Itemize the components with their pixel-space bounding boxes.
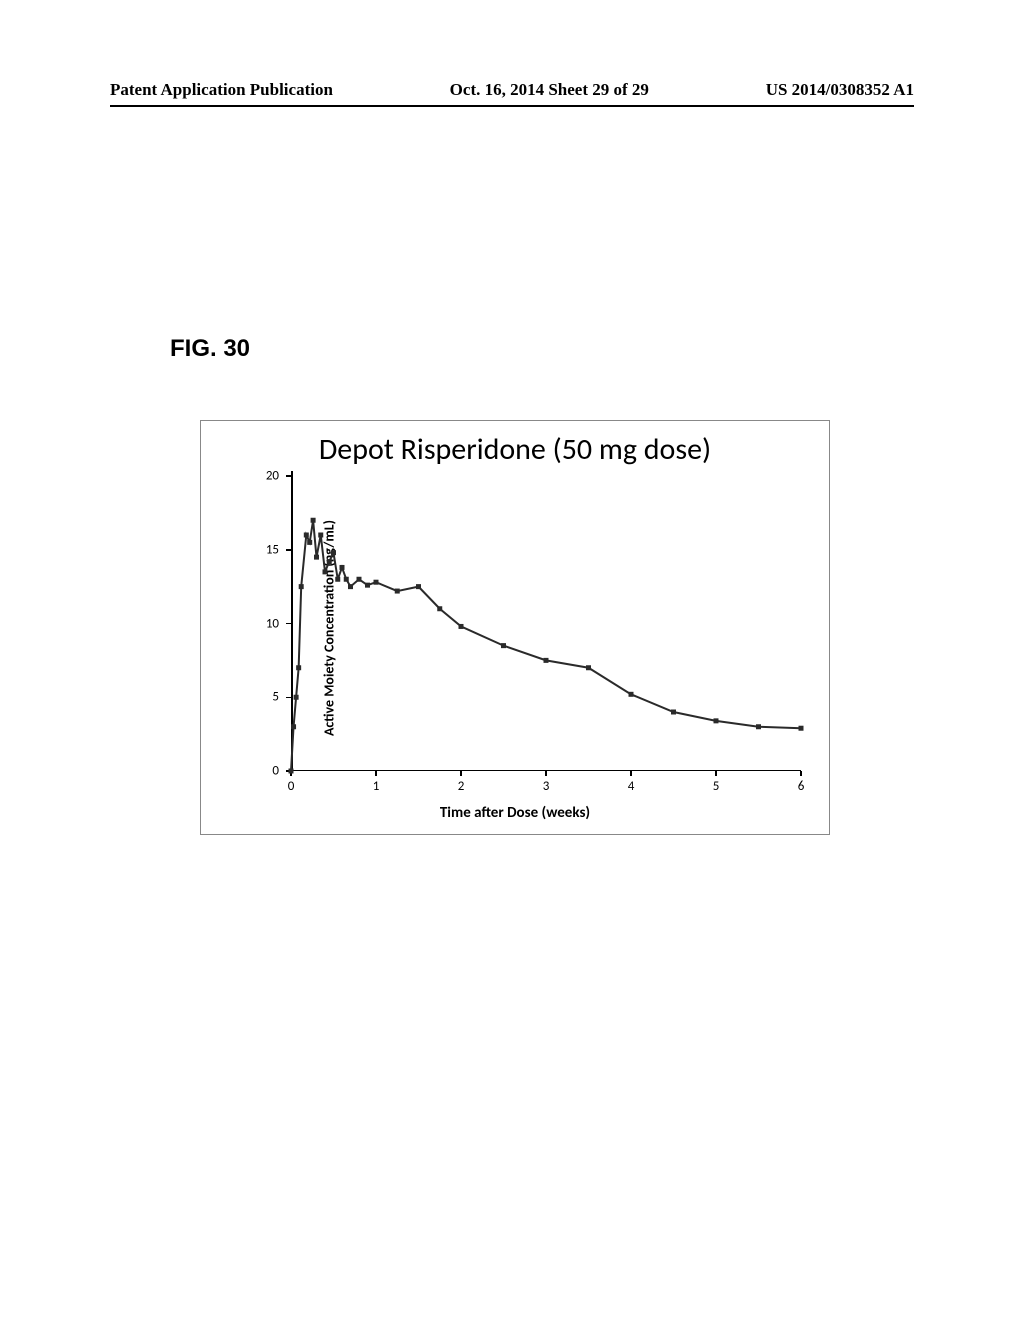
chart-marker	[629, 692, 634, 697]
chart-marker	[416, 584, 421, 589]
x-tick-label: 1	[373, 779, 380, 794]
chart-marker	[335, 577, 340, 582]
x-tick-label: 4	[628, 779, 635, 794]
chart-marker	[304, 533, 309, 538]
chart-marker	[437, 606, 442, 611]
x-tick-label: 2	[458, 779, 465, 794]
y-tick-label: 5	[272, 690, 279, 705]
chart-marker	[331, 550, 336, 555]
figure-label: FIG. 30	[170, 335, 250, 363]
header-divider	[110, 105, 914, 107]
chart-marker	[307, 540, 312, 545]
chart-marker	[289, 769, 294, 774]
chart-marker	[586, 665, 591, 670]
header-publication-label: Patent Application Publication	[110, 80, 333, 100]
chart-title: Depot Risperidone (50 mg dose)	[201, 431, 829, 468]
chart-marker	[314, 555, 319, 560]
x-tick-label: 5	[713, 779, 720, 794]
y-tick-label: 10	[266, 616, 279, 631]
chart-marker	[299, 584, 304, 589]
chart-marker	[544, 658, 549, 663]
x-tick-mark	[715, 771, 717, 776]
chart-container: Depot Risperidone (50 mg dose) Active Mo…	[200, 420, 830, 835]
chart-marker	[459, 624, 464, 629]
y-tick-label: 0	[272, 764, 279, 779]
chart-marker	[756, 724, 761, 729]
chart-marker	[294, 695, 299, 700]
chart-marker	[340, 565, 345, 570]
chart-marker	[357, 577, 362, 582]
chart-marker	[714, 718, 719, 723]
chart-marker	[318, 533, 323, 538]
y-tick-label: 20	[266, 469, 279, 484]
chart-marker	[348, 584, 353, 589]
chart-marker	[327, 559, 332, 564]
chart-marker	[291, 724, 296, 729]
x-tick-mark	[630, 771, 632, 776]
x-tick-label: 3	[543, 779, 550, 794]
chart-marker	[365, 583, 370, 588]
x-tick-mark	[545, 771, 547, 776]
chart-marker	[311, 518, 316, 523]
x-axis-label: Time after Dose (weeks)	[201, 804, 829, 822]
header-patent-number: US 2014/0308352 A1	[766, 80, 914, 100]
x-tick-mark	[375, 771, 377, 776]
chart-marker	[344, 577, 349, 582]
chart-marker	[799, 726, 804, 731]
x-tick-mark	[460, 771, 462, 776]
x-tick-label: 0	[288, 779, 295, 794]
plot-area: 05101520 0123456	[291, 476, 801, 771]
chart-marker	[374, 580, 379, 585]
y-tick-label: 15	[266, 542, 279, 557]
page-header: Patent Application Publication Oct. 16, …	[0, 80, 1024, 100]
chart-marker	[296, 665, 301, 670]
x-tick-label: 6	[798, 779, 805, 794]
chart-marker	[323, 569, 328, 574]
chart-line-svg	[291, 476, 801, 771]
chart-marker	[395, 589, 400, 594]
chart-marker	[671, 710, 676, 715]
header-date-sheet: Oct. 16, 2014 Sheet 29 of 29	[450, 80, 649, 100]
chart-line	[291, 520, 801, 771]
x-tick-mark	[800, 771, 802, 776]
chart-marker	[501, 643, 506, 648]
